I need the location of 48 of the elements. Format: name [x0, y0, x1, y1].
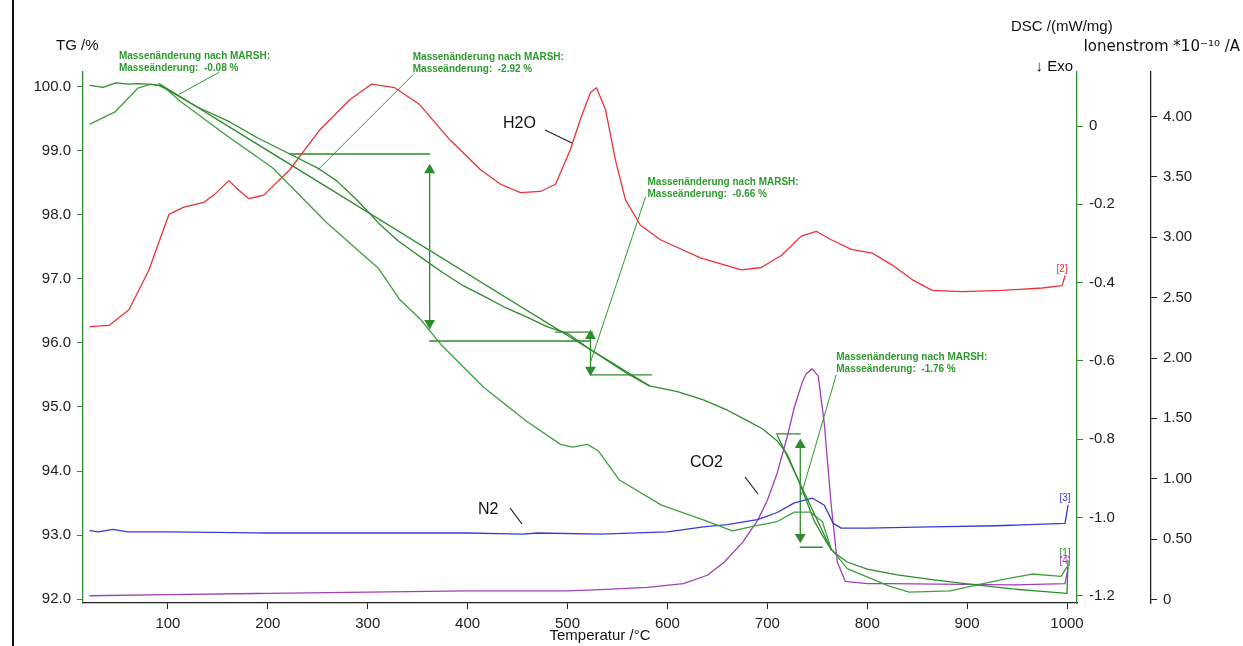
- x-tick-label: 800: [854, 614, 880, 632]
- series-label: [2]: [1056, 262, 1068, 274]
- y-tick-label: 99.0: [41, 140, 71, 158]
- x-tick-label: 300: [355, 614, 381, 632]
- y3-tick-label: 1.00: [1163, 468, 1193, 486]
- x-tick-label: 200: [255, 614, 281, 632]
- y-tick-label: 97.0: [41, 269, 71, 287]
- y3-tick-label: 1.50: [1163, 408, 1193, 426]
- x-tick-label: 100: [155, 614, 181, 632]
- x-tick-label: 700: [754, 614, 780, 632]
- annotation: Massenänderung nach MARSH: Masseänderung: -0.66 %: [647, 175, 799, 199]
- y-tick-label: 96.0: [41, 333, 71, 351]
- y2-tick-label: 0: [1089, 116, 1098, 134]
- x-tick-label: 400: [455, 614, 481, 632]
- y3-axis-title: Ionenstrom *10⁻¹⁰ /A: [1083, 36, 1241, 55]
- y2-tick-label: -0.8: [1089, 429, 1115, 447]
- annotation: Massenänderung nach MARSH: Masseänderung: -0.08 %: [118, 50, 271, 74]
- y-tick-label: 92.0: [41, 589, 71, 607]
- x-tick-label: 1000: [1050, 614, 1084, 632]
- y2-tick-label: -1.2: [1089, 586, 1115, 604]
- y3-tick-label: 0.50: [1163, 529, 1193, 547]
- y-tick-label: 94.0: [41, 461, 71, 479]
- y2-tick-label: -0.4: [1089, 272, 1115, 290]
- y-axis-title: TG /%: [56, 36, 99, 54]
- annotation: Massenänderung nach MARSH: Masseänderung: -1.76 %: [836, 350, 988, 374]
- y-tick-label: 93.0: [41, 525, 71, 543]
- x-tick-label: 600: [654, 614, 680, 632]
- y-tick-label: 95.0: [41, 397, 71, 415]
- y3-tick-label: 0: [1163, 589, 1172, 607]
- y2-tick-label: -0.2: [1089, 194, 1115, 212]
- y-tick-label: 100.0: [33, 76, 71, 94]
- y3-tick-label: 3.00: [1163, 227, 1193, 245]
- y3-tick-label: 2.00: [1163, 348, 1193, 366]
- y2-tick-label: -1.0: [1089, 507, 1115, 525]
- annotation: Massenänderung nach MARSH: Masseänderung: -2.92 %: [412, 50, 564, 74]
- series-label: [3]: [1059, 492, 1071, 503]
- y2-tick-label: -0.6: [1089, 351, 1115, 369]
- y3-tick-label: 2.50: [1163, 287, 1193, 305]
- annotation: N2: [478, 500, 499, 518]
- x-tick-label: 900: [954, 614, 980, 632]
- y3-tick-label: 3.50: [1163, 167, 1193, 185]
- annotation: CO2: [690, 453, 723, 471]
- annotation: H2O: [503, 114, 536, 132]
- y2-axis-title: DSC /(mW/mg): [1011, 17, 1113, 35]
- series-label: [1]: [1059, 547, 1071, 559]
- annotation: ↓ Exo: [1035, 57, 1073, 75]
- y-tick-label: 98.0: [41, 204, 71, 222]
- y3-tick-label: 4.00: [1163, 106, 1193, 124]
